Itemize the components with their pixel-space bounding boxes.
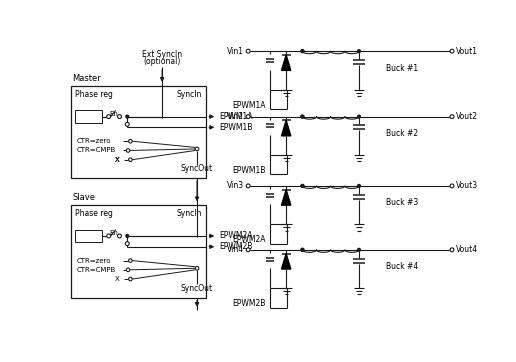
Circle shape (126, 268, 130, 272)
Circle shape (358, 50, 360, 52)
Circle shape (301, 185, 304, 187)
Circle shape (301, 248, 304, 251)
Text: Buck #1: Buck #1 (385, 64, 417, 72)
Text: Vout1: Vout1 (456, 47, 478, 56)
Circle shape (126, 235, 128, 237)
Circle shape (128, 277, 132, 281)
Circle shape (107, 234, 110, 238)
Text: Phase reg: Phase reg (75, 209, 113, 218)
Text: (optional): (optional) (143, 58, 181, 66)
Circle shape (301, 115, 304, 118)
Circle shape (128, 259, 132, 262)
Polygon shape (282, 55, 291, 70)
Text: Buck #2: Buck #2 (385, 129, 417, 138)
Text: Vout3: Vout3 (456, 181, 478, 190)
Circle shape (301, 50, 304, 52)
Circle shape (128, 158, 132, 161)
Polygon shape (282, 121, 291, 136)
Text: CTR=zero: CTR=zero (77, 138, 111, 144)
Text: Φ=0°: Φ=0° (78, 112, 99, 121)
Bar (71, 205, 206, 298)
Text: EPWM1B: EPWM1B (233, 166, 266, 175)
Text: Φ=X: Φ=X (80, 231, 98, 240)
Text: Buck #4: Buck #4 (385, 262, 418, 271)
Text: CTR=CMPB: CTR=CMPB (77, 267, 116, 273)
Circle shape (118, 234, 121, 238)
Text: Buck #3: Buck #3 (385, 198, 418, 207)
Text: X: X (115, 276, 120, 282)
Polygon shape (282, 190, 291, 205)
Circle shape (450, 184, 454, 188)
Text: EPWM2A: EPWM2A (219, 231, 253, 240)
Text: Ext SyncIn: Ext SyncIn (142, 50, 182, 59)
Text: Vin2: Vin2 (228, 112, 244, 121)
Text: CTR=zero: CTR=zero (77, 258, 111, 264)
Text: EPWM2A: EPWM2A (233, 235, 266, 244)
Text: X: X (115, 157, 120, 163)
Text: EPWM2B: EPWM2B (233, 299, 266, 308)
Circle shape (118, 115, 121, 118)
Text: En: En (109, 230, 118, 236)
Text: CTR=CMPB: CTR=CMPB (77, 147, 116, 153)
Circle shape (358, 248, 360, 251)
Polygon shape (282, 254, 291, 269)
Circle shape (450, 115, 454, 118)
Circle shape (126, 115, 128, 118)
Bar (75, 230, 103, 242)
Text: Vout4: Vout4 (456, 245, 478, 254)
Text: SyncOut: SyncOut (181, 164, 213, 173)
Bar (71, 86, 206, 178)
Text: EPWM2B: EPWM2B (219, 242, 253, 251)
Text: Master: Master (72, 74, 101, 83)
Text: EPWM1A: EPWM1A (233, 101, 266, 110)
Text: SyncOut: SyncOut (181, 284, 213, 293)
Circle shape (125, 122, 129, 126)
Circle shape (301, 248, 304, 251)
Text: EPWM1B: EPWM1B (219, 123, 253, 132)
Circle shape (195, 266, 199, 270)
Circle shape (246, 49, 250, 53)
Circle shape (301, 50, 304, 52)
Circle shape (107, 115, 110, 118)
Text: SyncIn: SyncIn (176, 90, 202, 99)
Text: X: X (115, 157, 120, 163)
Circle shape (195, 147, 199, 151)
Text: Slave: Slave (72, 193, 95, 202)
Bar (75, 110, 103, 123)
Circle shape (450, 248, 454, 252)
Circle shape (128, 139, 132, 143)
Circle shape (125, 242, 129, 245)
Text: Vin1: Vin1 (228, 47, 244, 56)
Text: Vin4: Vin4 (227, 245, 244, 254)
Circle shape (358, 185, 360, 187)
Circle shape (358, 115, 360, 118)
Text: Vin3: Vin3 (227, 181, 244, 190)
Text: En: En (109, 110, 118, 117)
Circle shape (450, 49, 454, 53)
Circle shape (246, 115, 250, 118)
Text: SyncIn: SyncIn (176, 209, 202, 218)
Circle shape (126, 149, 130, 152)
Circle shape (301, 185, 304, 187)
Text: EPWM1A: EPWM1A (219, 112, 253, 121)
Circle shape (246, 184, 250, 188)
Circle shape (301, 115, 304, 118)
Circle shape (246, 248, 250, 252)
Text: Vout2: Vout2 (456, 112, 478, 121)
Text: Phase reg: Phase reg (75, 90, 113, 99)
